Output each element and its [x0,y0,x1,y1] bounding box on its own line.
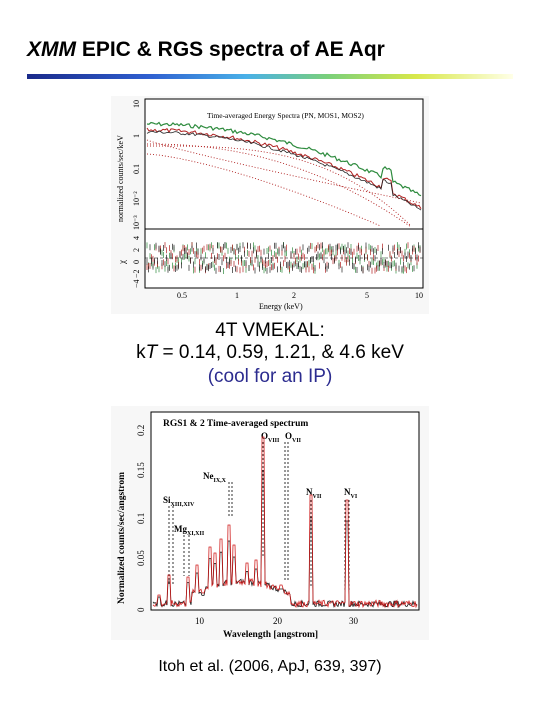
epic-xtick: 10 [415,291,423,300]
epic-spectrum-svg: normalized counts/sec/keV χ 10 1 0.1 10⁻… [116,98,424,311]
model-component-0 [147,145,412,227]
title-text: EPIC & RGS spectra of AE Aqr [76,38,385,61]
model-caption-line1: 4T VMEKAL: [215,320,325,341]
epic-xtick: 2 [292,291,296,300]
rgs-ytick: 0.1 [136,513,146,524]
epic-xtick: 0.5 [177,291,187,300]
rgs-xtick: 20 [273,616,283,626]
rgs2-spectrum [152,436,418,609]
line-label-N-VII: NVII [306,487,322,500]
epic-spectra-group [146,121,422,228]
rgs-ytick: 0.2 [136,425,146,436]
mos2-spectrum [146,130,422,211]
epic-resid-tick: 2 [132,248,141,252]
epic-residual-group [146,242,421,274]
line-label-Si: SiXIII,XIV [163,495,195,508]
epic-ytick: 10⁻² [132,191,141,206]
epic-ytick: 1 [132,134,141,138]
rgs-xlabel: Wavelength [angstrom] [223,630,318,640]
title-italic: XMM [27,38,76,61]
epic-spectrum-figure: normalized counts/sec/keV χ 10 1 0.1 10⁻… [111,96,429,314]
kT-values: = 0.14, 0.59, 1.21, & 4.6 keV [157,342,404,363]
residuals-2 [146,242,421,274]
epic-xtick: 5 [365,291,369,300]
rgs-spectrum-figure: Normalized counts/sec/angstrom 0.2 0.15 … [111,406,429,640]
rgs-ytick: 0.05 [136,550,146,566]
epic-resid-tick: 4 [132,236,141,240]
line-label-O-VII: OVII [285,431,302,444]
rgs-ytick: 0.15 [136,462,146,478]
pn-spectrum [146,121,422,197]
epic-ytick: 10 [132,100,141,108]
reference-citation: Itoh et al. (2006, ApJ, 639, 397) [158,658,382,675]
title-gradient-rule [27,74,513,79]
line-label-Ne: NeIX,X [203,471,227,484]
model-caption-note: (cool for an IP) [207,366,333,387]
line-label-Mg: MgXI,XII [174,524,205,537]
rgs-xtick: 10 [195,616,205,626]
rgs-line-markers [168,442,350,591]
kT-T: T [145,342,158,363]
rgs-xtick: 30 [349,616,359,626]
rgs-spectra-group [152,436,418,609]
epic-main-frame [144,98,424,230]
epic-resid-tick: −4 [132,279,141,288]
epic-resid-ylabel: χ [117,260,127,265]
residuals-1 [146,242,421,274]
line-label-N-VI: NVI [344,487,358,500]
line-label-O-VIII: OVIII [261,431,280,444]
rgs-ytick: 0 [136,607,146,612]
rgs-ylabel: Normalized counts/sec/angstrom [117,472,127,604]
epic-ytick: 0.1 [132,164,141,174]
epic-resid-tick: 0 [132,260,141,264]
epic-title: Time-averaged Energy Spectra (PN, MOS1, … [207,111,364,120]
epic-xlabel: Energy (keV) [259,302,303,311]
epic-ytick: 10⁻³ [132,215,141,230]
epic-ylabel: normalized counts/sec/keV [116,135,125,222]
rgs-title: RGS1 & 2 Time-averaged spectrum [163,419,308,429]
rgs1-spectrum [152,470,418,609]
epic-xtick: 1 [235,291,239,300]
model-component-2 [146,153,382,227]
slide-title: XMM EPIC & RGS spectra of AE Aqr [27,38,385,62]
epic-residual-frame [144,228,424,289]
rgs-spectrum-svg: Normalized counts/sec/angstrom 0.2 0.15 … [117,411,420,640]
kT-prefix: k [136,342,146,363]
model-caption-line2: kT = 0.14, 0.59, 1.21, & 4.6 keV [0,342,540,364]
epic-resid-tick: −2 [132,269,141,278]
